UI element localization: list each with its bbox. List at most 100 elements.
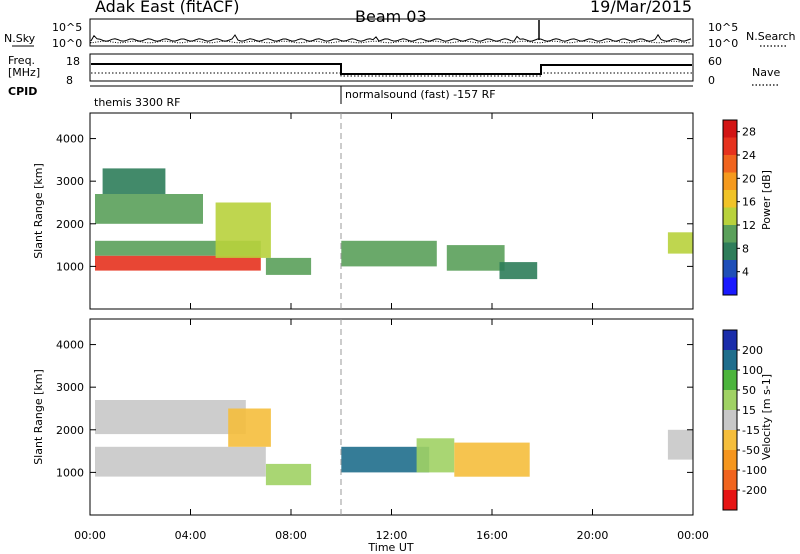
power-colorbar-cell (723, 277, 737, 295)
velocity-ytick-label: 4000 (56, 339, 84, 352)
velocity-y-axis-label: Slant Range [km] (32, 369, 45, 465)
power-colorbar-cell (723, 120, 737, 138)
velocity-colorbar-tick-label: -15 (742, 424, 760, 437)
noise-search-label: N.Search (746, 30, 796, 43)
power-colorbar-label: Power [dB] (760, 170, 773, 230)
radar-title: Adak East (fitACF) (95, 0, 239, 16)
noise-sky-label: N.Sky (4, 32, 36, 45)
noise-right-tick-top: 10^5 (708, 21, 738, 34)
cpid-panel: CPID themis 3300 RF normalsound (fast) -… (8, 85, 693, 109)
power-y-axis: 1000 2000 3000 4000 (56, 133, 693, 273)
x-tick-label: 16:00 (476, 529, 508, 542)
freq-right-tick-top: 60 (708, 55, 722, 68)
velocity-region-3 (265, 463, 312, 486)
power-region-8 (499, 262, 538, 280)
power-ytick-label: 4000 (56, 133, 84, 146)
velocity-colorbar-tick-label: -200 (742, 484, 767, 497)
velocity-colorbar-cell (723, 390, 737, 410)
power-x-axis (89, 113, 694, 309)
x-tick-label: 00:00 (677, 529, 709, 542)
velocity-colorbar-frame (722, 329, 738, 511)
velocity-y-axis: 1000 2000 3000 4000 (56, 339, 693, 479)
freq-label-2: [MHz] (8, 66, 40, 79)
power-colorbar-cell (723, 137, 737, 155)
power-colorbar-cell (723, 207, 737, 225)
velocity-panel: 1000 2000 3000 4000 00:00 04:00 08:00 12:00 16:… (32, 318, 773, 542)
velocity-colorbar-cell (723, 470, 737, 490)
velocity-colorbar-tick-label: 100 (742, 364, 763, 377)
x-tick-label: 00:00 (74, 529, 106, 542)
power-region-3 (102, 168, 166, 194)
velocity-region-0 (95, 446, 266, 477)
power-region-9 (667, 232, 693, 254)
power-colorbar-tick-label: 8 (742, 242, 749, 255)
date-label: 19/Mar/2015 (590, 0, 692, 16)
velocity-region-2 (228, 408, 271, 447)
cpid-label: CPID (8, 85, 37, 98)
velocity-colorbar-cell (723, 370, 737, 390)
x-tick-label: 20:00 (577, 529, 609, 542)
velocity-region-6 (454, 442, 530, 477)
freq-label-1: Freq. (8, 54, 35, 67)
power-colorbar-tick-label: 28 (742, 126, 756, 139)
velocity-colorbar-cell (723, 350, 737, 370)
power-ytick-label: 3000 (56, 175, 84, 188)
noise-right-tick-bottom: 10^0 (708, 37, 738, 50)
power-region-4 (215, 202, 271, 258)
velocity-ytick-label: 3000 (56, 381, 84, 394)
velocity-colorbar-cell (723, 330, 737, 350)
power-colorbar-cell (723, 225, 737, 243)
x-tick-label: 08:00 (275, 529, 307, 542)
power-data-layer (95, 168, 693, 280)
velocity-colorbar-cell (723, 410, 737, 430)
velocity-colorbar-cell (723, 490, 737, 510)
power-colorbar-tick-label: 12 (742, 219, 756, 232)
freq-trace (91, 63, 692, 75)
velocity-x-axis: 00:00 04:00 08:00 12:00 16:00 20:00 00:00 (74, 319, 709, 542)
velocity-region-4 (341, 446, 430, 473)
power-panel: 1000 2000 3000 4000 Slant Range [km] 4 8 12 16… (32, 112, 773, 310)
noise-left-tick-top: 10^5 (52, 21, 82, 34)
nave-label: Nave (752, 66, 780, 79)
power-colorbar-tick-label: 20 (742, 172, 756, 185)
power-region-2 (95, 194, 203, 224)
velocity-region-5 (416, 438, 455, 473)
power-colorbar-tick-label: 24 (742, 149, 756, 162)
power-ytick-label: 1000 (56, 260, 84, 273)
velocity-region-7 (667, 429, 693, 460)
noise-panel-frame (89, 18, 694, 47)
power-colorbar: 4 8 12 16 20 24 28 (722, 119, 756, 296)
velocity-ytick-label: 1000 (56, 466, 84, 479)
velocity-colorbar: 200 100 50 15 -15 -50 -100 -200 (722, 329, 767, 511)
power-region-7 (446, 245, 505, 271)
power-colorbar-tick-label: 4 (742, 266, 749, 279)
freq-right-tick-bottom: 0 (708, 74, 715, 87)
noise-left-tick-bottom: 10^0 (52, 37, 82, 50)
power-colorbar-cell (723, 172, 737, 190)
velocity-region-1 (95, 400, 246, 435)
velocity-ytick-label: 2000 (56, 424, 84, 437)
velocity-colorbar-cell (723, 430, 737, 450)
noise-sky-trace (90, 33, 692, 42)
velocity-colorbar-tick-label: 200 (742, 344, 763, 357)
cpid-segment-2: normalsound (fast) -157 RF (345, 88, 496, 101)
velocity-colorbar-tick-label: -100 (742, 464, 767, 477)
velocity-colorbar-tick-label: -50 (742, 444, 760, 457)
power-region-0 (95, 255, 261, 271)
beam-label: Beam 03 (355, 7, 427, 26)
x-tick-label: 12:00 (376, 529, 408, 542)
velocity-data-layer (95, 400, 693, 486)
power-colorbar-cell (723, 242, 737, 260)
power-colorbar-cell (723, 155, 737, 173)
velocity-colorbar-tick-label: 15 (742, 404, 756, 417)
power-region-5 (265, 257, 312, 275)
x-tick-label: 04:00 (175, 529, 207, 542)
freq-panel: Freq. [MHz] Nave 18 8 60 0 (8, 53, 780, 87)
noise-search-trace (90, 40, 692, 44)
power-colorbar-cell (723, 260, 737, 278)
power-colorbar-tick-label: 16 (742, 196, 756, 209)
x-axis-label: Time UT (367, 541, 413, 554)
freq-left-tick-top: 18 (66, 55, 80, 68)
velocity-colorbar-cell (723, 450, 737, 470)
